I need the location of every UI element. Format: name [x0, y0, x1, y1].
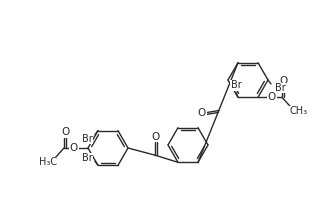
- Text: O: O: [268, 92, 276, 102]
- Text: O: O: [70, 143, 78, 153]
- Text: H₃C: H₃C: [39, 157, 57, 167]
- Text: O: O: [152, 132, 160, 142]
- Text: O: O: [198, 108, 206, 119]
- Text: Br: Br: [231, 80, 241, 90]
- Text: O: O: [279, 76, 287, 86]
- Text: Br: Br: [82, 134, 92, 144]
- Text: Br: Br: [275, 83, 285, 93]
- Text: CH₃: CH₃: [290, 106, 308, 116]
- Text: Br: Br: [82, 153, 92, 163]
- Text: O: O: [61, 127, 69, 137]
